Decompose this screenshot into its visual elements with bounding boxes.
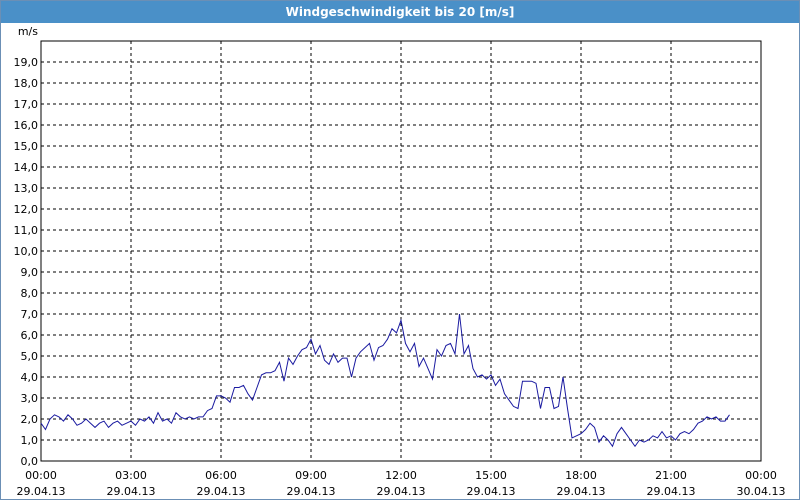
y-tick-label: 2,0	[21, 413, 39, 426]
x-tick-date-label: 29.04.13	[17, 485, 66, 498]
wind-speed-chart: m/s 0,0 1,0 2,0 3,0 4,0 5,0 6,0 7,0 8,0 9,0 10,0 11…	[14, 25, 786, 498]
y-tick-label: 9,0	[21, 266, 39, 279]
x-tick-date-label: 29.04.13	[647, 485, 696, 498]
window-title: Windgeschwindigkeit bis 20 [m/s]	[1, 1, 799, 23]
y-tick-label: 19,0	[14, 56, 39, 69]
wind-speed-series-line	[40, 313, 730, 448]
grid	[41, 40, 761, 461]
series-layer	[40, 313, 730, 448]
x-axis-ticks: 00:00 29.04.13 03:00 29.04.13 06:00 29.04.13 0…	[17, 469, 786, 498]
x-tick-date-label: 29.04.13	[557, 485, 606, 498]
y-axis-ticks: 0,0 1,0 2,0 3,0 4,0 5,0 6,0 7,0 8,0 9,0 10,0 11,0 12…	[14, 56, 39, 468]
x-tick-time-label: 12:00	[385, 469, 417, 482]
x-tick-date-label: 30.04.13	[737, 485, 786, 498]
y-tick-label: 8,0	[21, 287, 39, 300]
y-tick-label: 1,0	[21, 434, 39, 447]
x-tick-time-label: 00:00	[25, 469, 57, 482]
x-tick-date-label: 29.04.13	[467, 485, 516, 498]
y-tick-label: 6,0	[21, 329, 39, 342]
x-tick-time-label: 18:00	[565, 469, 597, 482]
x-tick-date-label: 29.04.13	[377, 485, 426, 498]
y-tick-label: 5,0	[21, 350, 39, 363]
y-tick-label: 17,0	[14, 98, 39, 111]
x-tick-time-label: 21:00	[655, 469, 687, 482]
x-tick-time-label: 00:00	[745, 469, 777, 482]
y-tick-label: 7,0	[21, 308, 39, 321]
y-axis-unit-label: m/s	[18, 25, 38, 38]
x-tick-date-label: 29.04.13	[287, 485, 336, 498]
y-tick-label: 3,0	[21, 392, 39, 405]
y-tick-label: 0,0	[21, 455, 39, 468]
x-tick-time-label: 09:00	[295, 469, 327, 482]
plot-frame	[40, 40, 762, 462]
y-tick-label: 16,0	[14, 119, 39, 132]
y-tick-label: 11,0	[14, 224, 39, 237]
y-tick-label: 13,0	[14, 182, 39, 195]
x-tick-date-label: 29.04.13	[107, 485, 156, 498]
y-tick-label: 14,0	[14, 161, 39, 174]
y-tick-label: 12,0	[14, 203, 39, 216]
y-tick-label: 10,0	[14, 245, 39, 258]
x-tick-date-label: 29.04.13	[197, 485, 246, 498]
y-tick-label: 18,0	[14, 77, 39, 90]
x-tick-time-label: 15:00	[475, 469, 507, 482]
y-tick-label: 4,0	[21, 371, 39, 384]
x-tick-time-label: 03:00	[115, 469, 147, 482]
x-tick-time-label: 06:00	[205, 469, 237, 482]
y-tick-label: 15,0	[14, 140, 39, 153]
